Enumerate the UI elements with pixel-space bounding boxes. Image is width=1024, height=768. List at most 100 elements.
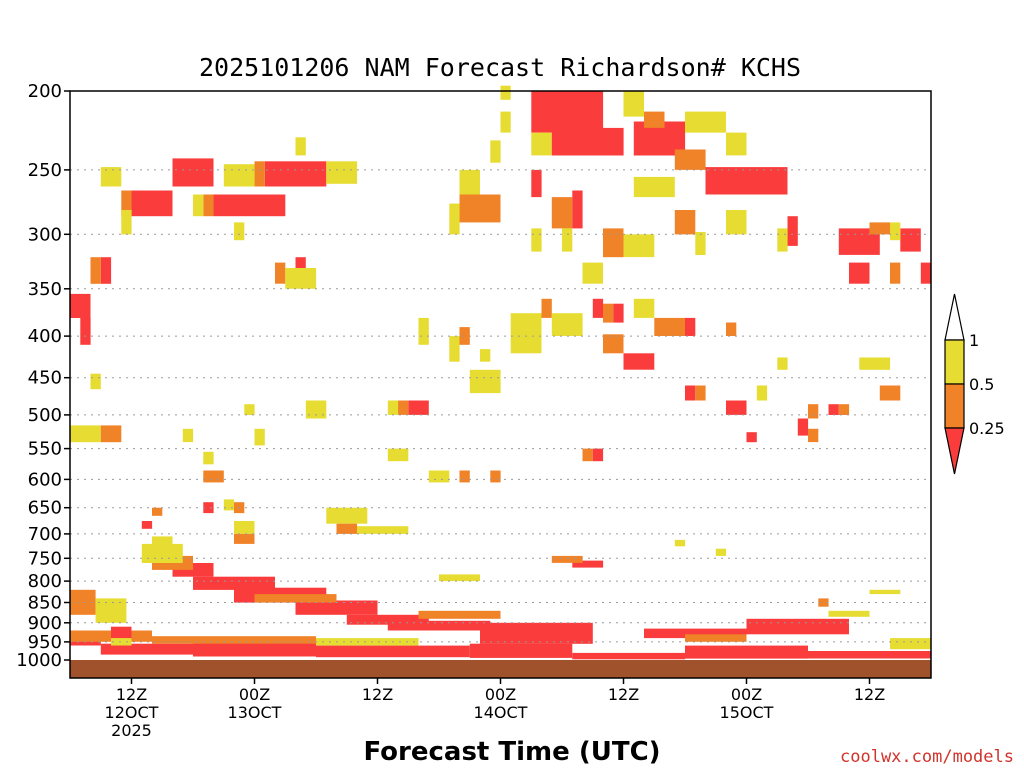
y-tick-label: 350 [28, 279, 62, 300]
ri-region-orange [654, 317, 686, 336]
ri-region-yellow [623, 91, 644, 117]
ri-region-orange [838, 404, 850, 415]
ri-region-orange [398, 400, 409, 415]
ri-region-yellow [90, 373, 101, 390]
colorbar-label: 0.25 [969, 419, 1005, 438]
ri-region-yellow [459, 169, 480, 198]
y-tick-label: 550 [28, 439, 62, 460]
x-tick-label: 00Z [731, 685, 762, 704]
ri-region-red [346, 614, 429, 625]
ri-region-red [746, 432, 757, 443]
ri-region-yellow [531, 228, 542, 252]
y-tick-label: 250 [28, 160, 62, 181]
ri-region-yellow [756, 385, 768, 401]
ri-region-orange [254, 161, 265, 187]
ri-region-orange [152, 507, 163, 516]
ri-region-red [797, 418, 809, 436]
ri-region-yellow [715, 548, 727, 556]
ri-region-red [644, 628, 747, 639]
ri-region-red [705, 167, 788, 195]
ri-region-yellow [152, 536, 173, 552]
ri-region-orange [603, 303, 614, 323]
ri-region-red [685, 385, 696, 401]
chart-title: 2025101206 NAM Forecast Richardson# KCHS [199, 53, 801, 82]
ri-region-yellow [182, 428, 194, 443]
x-tick-label: 15OCT [720, 703, 774, 722]
ri-region-yellow [203, 451, 214, 465]
ri-region-red [469, 643, 573, 658]
colorbar-segment-orange [944, 383, 965, 429]
x-tick-label: 12Z [854, 685, 885, 704]
ri-region-orange [490, 470, 501, 483]
ri-region-orange [254, 594, 337, 603]
x-tick-label: 13OCT [228, 703, 282, 722]
x-tick-label: 12Z [362, 685, 393, 704]
ri-region-red [726, 400, 747, 415]
ri-region-orange [551, 555, 583, 563]
ri-region-yellow [480, 349, 491, 362]
ri-region-red [531, 91, 604, 133]
ri-region-red [920, 262, 932, 284]
ri-region-orange [818, 598, 829, 607]
ri-region-red [808, 651, 931, 659]
y-tick-label: 450 [28, 368, 62, 389]
ri-region-red [572, 190, 583, 229]
y-tick-label: 950 [28, 632, 62, 653]
ri-region-yellow [531, 132, 552, 156]
ri-region-yellow [326, 161, 358, 184]
ri-region-yellow [890, 222, 901, 241]
ri-region-orange [90, 257, 101, 284]
ri-region-red [193, 641, 316, 657]
ri-region-yellow [223, 499, 235, 511]
ri-region-yellow [234, 222, 245, 241]
ri-region-yellow [777, 357, 788, 370]
ri-region-orange [808, 428, 819, 443]
y-tick-label: 200 [28, 81, 62, 102]
ri-region-yellow [623, 234, 655, 258]
ri-region-yellow [70, 425, 101, 443]
ri-region-orange [275, 262, 286, 284]
ri-region-yellow [551, 313, 583, 336]
ri-region-red [100, 643, 194, 655]
ri-region-orange [459, 194, 501, 223]
y-tick-label: 1000 [16, 650, 62, 671]
ri-region-yellow [726, 210, 747, 235]
ri-region-red [685, 645, 808, 659]
colorbar-legend: 1 0.5 0.25 [944, 293, 1005, 475]
ri-region-yellow [777, 228, 788, 252]
y-tick-label: 900 [28, 613, 62, 634]
ri-region-yellow [500, 85, 511, 100]
y-tick-label: 850 [28, 593, 62, 614]
y-tick-label: 300 [28, 224, 62, 245]
site-credit: coolwx.com/models [840, 747, 1014, 767]
ri-region-orange [890, 262, 901, 284]
ri-region-red [746, 618, 849, 635]
ri-region-yellow [449, 336, 460, 362]
ri-region-yellow [305, 400, 327, 419]
x-tick-label: 00Z [485, 685, 516, 704]
ri-region-yellow [500, 111, 511, 133]
ri-region-red [531, 169, 542, 198]
ri-region-red [828, 404, 839, 415]
ri-region-yellow [633, 298, 655, 318]
ri-region-yellow [121, 210, 132, 235]
ri-region-red [203, 502, 214, 514]
ri-region-yellow [387, 448, 409, 462]
ri-region-red [80, 317, 91, 345]
ri-region-red [572, 652, 686, 660]
ri-region-red [613, 303, 624, 323]
colorbar-segment-red [944, 427, 965, 475]
ri-region-yellow [234, 521, 255, 534]
ri-region-orange [203, 470, 224, 483]
ri-region-red [213, 194, 286, 217]
ri-region-red [787, 216, 798, 246]
y-tick-label: 700 [28, 524, 62, 545]
ri-region-orange [459, 327, 470, 345]
y-tick-label: 500 [28, 405, 62, 426]
ri-region-yellow [100, 167, 122, 187]
x-tick-label: 2025 [111, 721, 152, 740]
ri-region-yellow [193, 194, 204, 217]
ri-region-yellow [111, 638, 132, 646]
y-tick-label: 400 [28, 326, 62, 347]
